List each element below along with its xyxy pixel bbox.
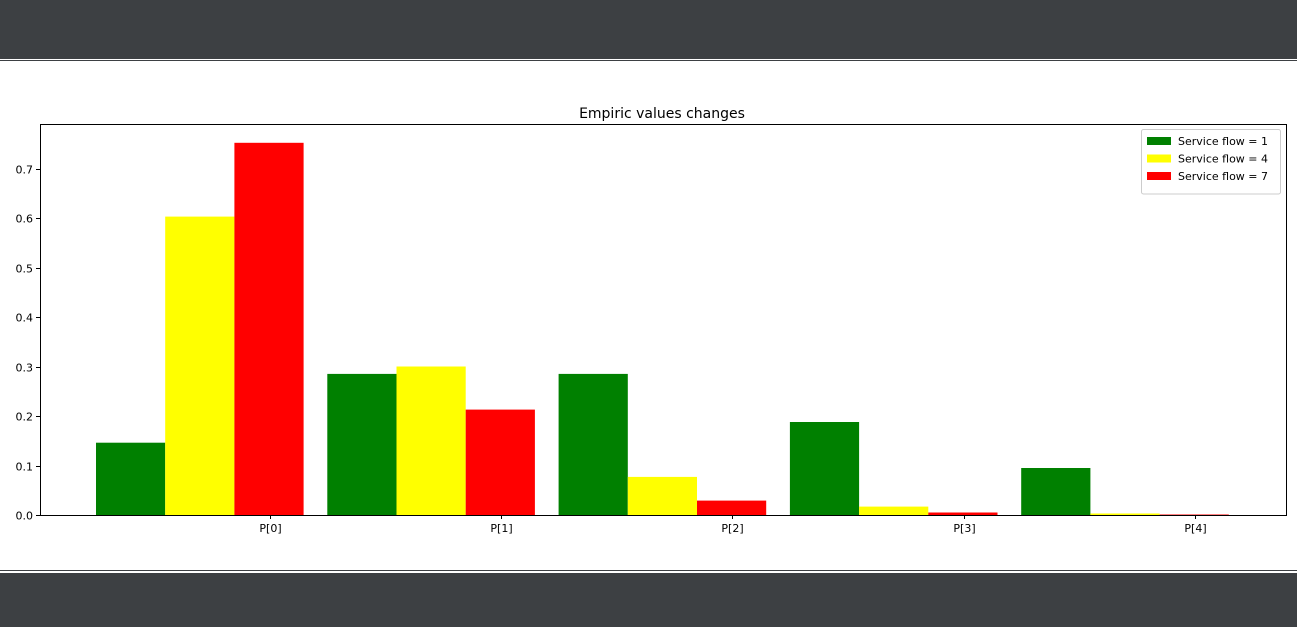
x-tick-label: P[0] [259, 522, 281, 535]
bottom-toolbar [0, 573, 1297, 627]
legend-swatch [1147, 137, 1171, 145]
x-tick-label: P[1] [490, 522, 512, 535]
y-tick-label: 0.3 [16, 362, 34, 375]
legend: Service flow = 1 Service flow = 4 Service … [1141, 129, 1281, 195]
y-tick-label: 0.2 [16, 411, 34, 424]
top-divider [0, 59, 1297, 60]
axes-frame [40, 124, 1287, 516]
bar [465, 409, 535, 515]
legend-swatch [1147, 154, 1171, 163]
y-tick-label: 0.0 [16, 510, 34, 523]
bar [327, 373, 397, 515]
bar-chart: Empiric values changes 0.00.10.20.30.40.… [16, 106, 1287, 535]
bar [396, 366, 466, 515]
bar [1159, 514, 1229, 515]
bar [558, 373, 628, 515]
bar [627, 476, 697, 515]
chart-title: Empiric values changes [579, 106, 745, 122]
bottom-divider [0, 570, 1297, 571]
bar [697, 500, 767, 515]
y-tick-label: 0.1 [16, 461, 34, 474]
legend-label: Service flow = 4 [1178, 153, 1268, 166]
x-tick-label: P[3] [953, 522, 975, 535]
bar [928, 512, 998, 515]
y-tick-label: 0.6 [16, 213, 34, 226]
x-tick-label: P[2] [721, 522, 743, 535]
bar [234, 142, 304, 516]
legend-swatch [1147, 172, 1171, 180]
bar [96, 442, 166, 515]
y-axis: 0.0 0.1 0.2 0.3 0.4 0.5 0.6 0.7 [16, 164, 40, 523]
top-toolbar [0, 0, 1297, 59]
bar [1021, 468, 1091, 515]
legend-label: Service flow = 7 [1178, 170, 1268, 183]
legend-frame [1141, 129, 1281, 195]
figure-canvas: Empiric values changes 0.0 0.1 0.2 0.3 0.4 0.… [0, 61, 1297, 570]
bar [859, 506, 929, 515]
y-tick-label: 0.5 [16, 263, 34, 276]
bars-group [96, 142, 1229, 516]
x-axis: P[0] P[1] P[2] P[3] P[4] [259, 515, 1207, 535]
bar [1090, 513, 1160, 515]
bar [165, 216, 235, 515]
x-tick-label: P[4] [1184, 522, 1206, 535]
bar [789, 422, 860, 515]
top-divider-shadow [0, 60, 1297, 61]
legend-label: Service flow = 1 [1178, 135, 1268, 148]
y-tick-label: 0.7 [16, 164, 34, 177]
y-tick-label: 0.4 [16, 312, 34, 325]
